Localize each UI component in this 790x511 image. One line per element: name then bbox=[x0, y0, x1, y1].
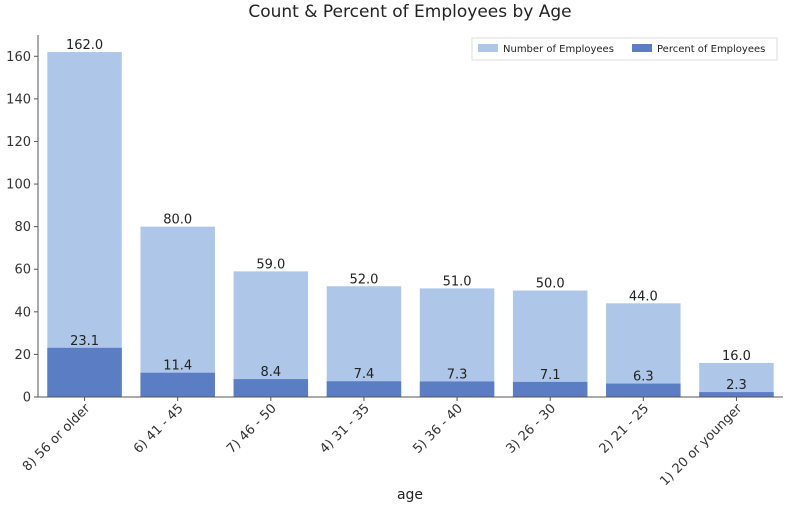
data-label-count-1: 80.0 bbox=[163, 213, 192, 228]
bar-count-4 bbox=[419, 288, 495, 397]
y-tick-label-4: 80 bbox=[14, 220, 31, 235]
x-tick-label-1: 6) 41 - 45 bbox=[131, 401, 187, 457]
legend: Number of Employees Percent of Employees bbox=[471, 37, 778, 61]
data-label-percent-1: 11.4 bbox=[163, 359, 192, 374]
bar-percent-2 bbox=[233, 379, 309, 397]
data-label-count-2: 59.0 bbox=[256, 257, 285, 272]
bar-count-6 bbox=[606, 303, 681, 397]
data-label-count-0: 162.0 bbox=[66, 38, 103, 53]
axes: 8) 56 or older 6) 41 - 45 7) 46 - 50 4) 31 … bbox=[6, 35, 783, 489]
bar-percent-6 bbox=[606, 383, 681, 397]
x-tick-label-6: 2) 21 - 25 bbox=[597, 401, 653, 457]
bar-percent-1 bbox=[140, 372, 215, 397]
data-label-percent-2: 8.4 bbox=[260, 365, 281, 380]
data-labels: 162.0 23.1 80.0 11.4 59.0 8.4 52.0 7.4 51.0 7.3 50… bbox=[66, 38, 751, 393]
legend-label-percent-of-employees: Percent of Employees bbox=[657, 44, 765, 55]
bar-percent-5 bbox=[512, 381, 588, 397]
data-label-count-4: 51.0 bbox=[443, 274, 472, 289]
legend-swatch-percent-of-employees bbox=[632, 44, 652, 52]
data-label-percent-6: 6.3 bbox=[633, 370, 654, 385]
bar-percent-4 bbox=[419, 381, 495, 397]
y-tick-label-5: 100 bbox=[6, 178, 31, 193]
data-label-percent-0: 23.1 bbox=[70, 334, 99, 349]
x-tick-label-5: 3) 26 - 30 bbox=[503, 401, 559, 457]
x-tick-label-0: 8) 56 or older bbox=[20, 401, 94, 475]
data-label-count-6: 44.0 bbox=[629, 289, 658, 304]
x-tick-label-2: 7) 46 - 50 bbox=[224, 401, 280, 457]
bar-count-1 bbox=[140, 226, 215, 397]
x-axis-title: age bbox=[397, 487, 423, 503]
legend-swatch-number-of-employees bbox=[478, 44, 498, 52]
data-label-percent-4: 7.3 bbox=[447, 367, 468, 382]
data-label-percent-7: 2.3 bbox=[726, 378, 747, 393]
bar-percent-0 bbox=[47, 347, 122, 397]
y-tick-label-0: 0 bbox=[23, 391, 31, 406]
data-label-count-3: 52.0 bbox=[349, 272, 378, 287]
bar-count-3 bbox=[326, 286, 402, 397]
data-label-percent-5: 7.1 bbox=[540, 368, 561, 383]
bar-count-7 bbox=[699, 362, 774, 397]
bar-count-0 bbox=[47, 52, 122, 397]
y-tick-label-1: 20 bbox=[14, 348, 31, 363]
data-label-count-5: 50.0 bbox=[536, 277, 565, 292]
bar-count-5 bbox=[512, 290, 588, 397]
legend-frame bbox=[471, 37, 778, 61]
bars bbox=[47, 52, 774, 397]
y-tick-label-7: 140 bbox=[6, 92, 31, 107]
y-tick-label-8: 160 bbox=[6, 50, 31, 65]
legend-label-number-of-employees: Number of Employees bbox=[503, 44, 614, 55]
x-tick-label-3: 4) 31 - 35 bbox=[317, 401, 373, 457]
y-tick-label-2: 40 bbox=[14, 305, 31, 320]
data-label-percent-3: 7.4 bbox=[354, 367, 375, 382]
bar-percent-3 bbox=[326, 381, 402, 397]
bar-count-2 bbox=[233, 271, 309, 397]
x-tick-label-4: 5) 36 - 40 bbox=[410, 401, 466, 457]
x-tick-label-7: 1) 20 or younger bbox=[657, 401, 745, 489]
bar-percent-7 bbox=[699, 392, 774, 397]
y-tick-label-3: 60 bbox=[14, 263, 31, 278]
chart-title: Count & Percent of Employees by Age bbox=[248, 2, 571, 22]
y-tick-label-6: 120 bbox=[6, 135, 31, 150]
data-label-count-7: 16.0 bbox=[722, 349, 751, 364]
